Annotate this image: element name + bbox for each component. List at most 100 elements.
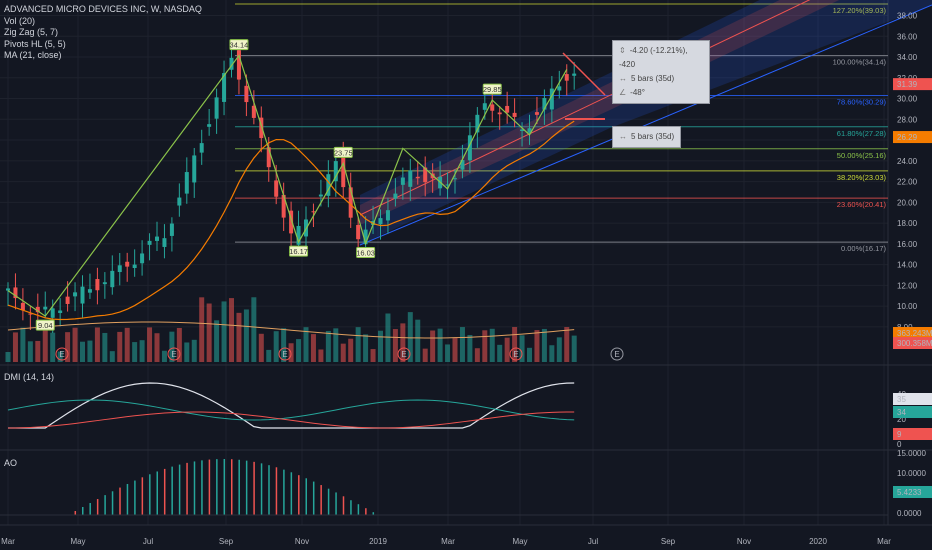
pivot-badge (482, 83, 502, 95)
volume-bar (527, 347, 532, 362)
ao-bar (320, 485, 322, 515)
candle-body (542, 98, 547, 110)
candle-body (453, 178, 457, 180)
volume-bar (273, 331, 279, 362)
ao-bar (178, 464, 181, 515)
volume-bar (35, 340, 41, 362)
ao-bar (238, 459, 240, 515)
volume-bar (415, 319, 421, 362)
ao-tag-bg (893, 486, 932, 498)
candle-body (132, 264, 137, 269)
indicator-zigzag[interactable]: Zig Zag (5, 7) (4, 27, 59, 37)
indicator-vol[interactable]: Vol (20) (4, 15, 36, 26)
candle-body (572, 73, 577, 76)
time-tick: Sep (661, 537, 676, 546)
candle-body (251, 105, 256, 118)
candle-body (557, 86, 562, 91)
candle-body (296, 225, 301, 245)
volume-bar (102, 332, 108, 362)
ao-bar (253, 461, 255, 515)
volume-bar (169, 331, 175, 362)
candle-body (169, 223, 174, 236)
indicator-pivots[interactable]: Pivots HL (5, 5) (4, 38, 66, 49)
ao-bar (216, 459, 218, 515)
candle-body (348, 187, 353, 218)
candle-body (192, 155, 197, 183)
ao-bar (268, 465, 270, 515)
volume-bar (221, 301, 227, 362)
symbol-title[interactable]: ADVANCED MICRO DEVICES INC, W, NASDAQ (4, 4, 202, 14)
ma-tag: 26.29 (897, 133, 918, 142)
price-tick: 16.00 (897, 240, 918, 249)
pivot-label: 23.75 (334, 148, 353, 157)
time-tick: 2019 (369, 537, 387, 546)
candle-body (326, 174, 331, 196)
volume-bar (363, 334, 369, 362)
earnings-label: E (282, 350, 287, 359)
volume-bar (87, 340, 93, 362)
candle-body (58, 310, 63, 314)
price-tick: 10.00 (897, 302, 918, 311)
indicator-ma[interactable]: MA (21, close) (4, 50, 62, 60)
volume-bar (571, 335, 577, 362)
pivot-badge (289, 245, 309, 257)
dmi-label[interactable]: DMI (14, 14) (4, 372, 55, 382)
fib-label: 0.00%(16.17) (841, 244, 887, 253)
volume-bar (65, 332, 71, 362)
ao-label[interactable]: AO (4, 458, 18, 468)
dmi-tag-plus: 34 (897, 408, 906, 417)
volume-bar (147, 327, 153, 362)
volume-bar (325, 330, 331, 362)
volume-bar (281, 328, 287, 362)
volume-tag: 363.243M (897, 329, 932, 338)
candle-body (363, 229, 368, 245)
ao-bar (342, 496, 345, 515)
ao-bar (111, 491, 114, 515)
fib-label: 78.60%(30.29) (837, 98, 887, 107)
volume-bar (72, 327, 78, 362)
candle-body (177, 197, 182, 206)
volume-bar (27, 341, 33, 362)
candle-body (527, 128, 532, 133)
candle-body (28, 313, 33, 315)
candle-body (244, 85, 249, 103)
ao-bar (126, 483, 129, 515)
volume-bar (303, 327, 309, 362)
volume-bar (340, 343, 346, 362)
ao-bar (298, 475, 300, 515)
price-tick: 28.00 (897, 115, 918, 124)
grid (0, 0, 932, 526)
volume-bar (80, 341, 85, 362)
volume-bar (430, 330, 436, 362)
candle-body (505, 105, 510, 113)
volume-bar (392, 329, 398, 362)
time-tick: Jul (143, 537, 153, 546)
ao-bar (156, 471, 158, 515)
volume-bar (139, 340, 145, 362)
pivot-badge (229, 39, 249, 51)
price-tick: 34.00 (897, 53, 918, 62)
candle-body (87, 289, 92, 293)
volume-bar (407, 312, 413, 362)
time-tick: Mar (441, 537, 455, 546)
volume-bar (109, 351, 115, 362)
volume-bar (266, 349, 272, 362)
pivot-label: 34.14 (230, 41, 249, 50)
ao-bar (104, 495, 106, 515)
price-tick: 12.00 (897, 281, 918, 290)
volume-bar (355, 327, 361, 362)
volume-bar (504, 337, 510, 362)
candle-body (13, 287, 18, 299)
volume-bar (333, 328, 339, 362)
bars-icon: ↔ (619, 74, 627, 83)
candle-body (207, 124, 212, 127)
ao-bar (350, 500, 352, 515)
measure-line1: -4.20 (-12.21%), -420 (619, 46, 688, 69)
time-axis: Mar May Jul Sep Nov 2019 Mar May Jul Sep Nov 2020 Ma… (1, 537, 891, 546)
candle-body (281, 194, 286, 218)
volume-bar (154, 333, 160, 362)
fib-label: 23.60%(20.41) (837, 200, 887, 209)
candle-body (20, 302, 25, 311)
candle-body (266, 147, 271, 168)
